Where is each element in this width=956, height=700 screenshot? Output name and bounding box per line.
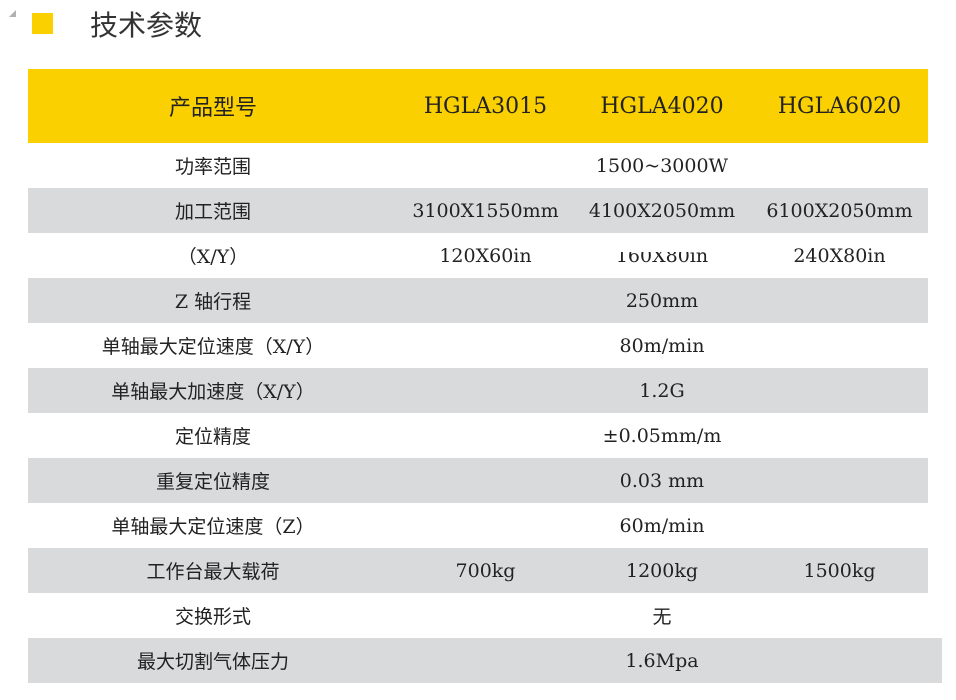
row-value: 80m/min (619, 334, 705, 357)
row-value: 120X60in (439, 244, 532, 267)
row-value: 1500~3000W (595, 154, 729, 177)
row-value: 无 (652, 606, 672, 628)
table-row: 单轴最大定位速度（X/Y） 80m/min (28, 323, 928, 368)
row-label: 功率范围 (174, 156, 251, 178)
table-row: 功率范围 1500~3000W (28, 143, 928, 188)
model-header: HGLA4020 (600, 93, 724, 119)
row-label: 工作台最大载荷 (146, 561, 280, 583)
table-row: 重复定位精度 0.03 mm (28, 458, 928, 503)
row-label: 最大切割气体压力 (136, 651, 289, 673)
row-value: 60m/min (619, 514, 705, 537)
spec-table: 产品型号 HGLA3015 HGLA4020 HGLA6020 功率范围 1500… (28, 69, 942, 683)
row-value: 1.6Mpa (625, 649, 699, 672)
collapse-triangle-icon[interactable] (9, 10, 16, 17)
table-header-row: 产品型号 HGLA3015 HGLA4020 HGLA6020 (28, 69, 928, 143)
table-row: 最大切割气体压力 1.6Mpa (28, 638, 942, 683)
row-value: 700kg (455, 559, 516, 582)
section-title: 技术参数 (90, 9, 203, 42)
row-label: 单轴最大加速度（X/Y） (111, 381, 315, 403)
row-label: 加工范围 (174, 201, 251, 223)
table-row: Z 轴行程 250mm (28, 278, 928, 323)
row-value: 250mm (625, 289, 699, 312)
model-header: HGLA6020 (777, 93, 902, 119)
row-label: 交换形式 (174, 606, 251, 628)
row-value: 0.03 mm (619, 469, 705, 492)
row-value: ±0.05mm/m (602, 424, 722, 447)
row-value: 160X80in (615, 244, 709, 267)
table-row: 加工范围 3100X1550mm 4100X2050mm 6100X2050mm (28, 188, 928, 233)
table-row: （X/Y） 120X60in 160X80in 240X80in (28, 233, 928, 278)
row-value: 6100X2050mm (766, 199, 913, 222)
row-value: 240X80in (793, 244, 886, 267)
row-value: 4100X2050mm (588, 199, 736, 222)
table-row: 单轴最大定位速度（Z） 60m/min (28, 503, 928, 548)
row-label: Z 轴行程 (174, 291, 252, 313)
model-header: HGLA3015 (423, 93, 548, 119)
row-value: 1200kg (625, 559, 699, 582)
table-row: 交换形式 无 (28, 593, 928, 638)
table-row: 定位精度 ±0.05mm/m (28, 413, 928, 458)
underline-divider (546, 248, 723, 252)
row-value: 3100X1550mm (412, 199, 559, 222)
row-label: （X/Y） (177, 246, 249, 268)
row-label: 单轴最大定位速度（Z） (111, 516, 315, 538)
header-label: 产品型号 (168, 96, 257, 121)
table-row: 工作台最大载荷 700kg 1200kg 1500kg (28, 548, 928, 593)
row-value: 1500kg (803, 559, 876, 582)
row-label: 定位精度 (174, 426, 251, 448)
row-label: 重复定位精度 (155, 471, 270, 493)
row-label: 单轴最大定位速度（X/Y） (101, 336, 325, 358)
table-row: 单轴最大加速度（X/Y） 1.2G (28, 368, 928, 413)
section-bullet-icon (32, 13, 53, 34)
row-value: 1.2G (639, 379, 685, 402)
